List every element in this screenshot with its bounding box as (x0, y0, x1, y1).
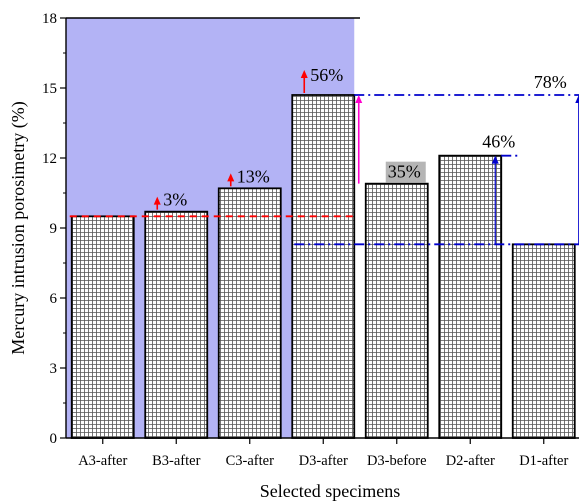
y-tick-label-12: 12 (42, 151, 57, 167)
bar-d2-after (438, 154, 503, 439)
annotation-d2-after-arrow-head (491, 155, 499, 164)
x-tick-label-d3-after: D3-after (299, 453, 348, 469)
annotation-c3-after-arrow-head (227, 173, 235, 182)
x-axis-title: Selected specimens (260, 481, 400, 501)
annotation-d3-before-highlight (385, 161, 426, 183)
x-tick-label-d2-after: D2-after (446, 453, 495, 469)
y-axis-title: Mercury intrusion porosimetry (%) (8, 101, 29, 354)
annotation-b3-after-label: 3% (163, 190, 187, 210)
y-tick-label-9: 9 (50, 221, 58, 237)
bar-d3-before (364, 182, 429, 439)
annotation-d3-before-label: 35% (388, 162, 421, 182)
annotation-d3-after-arrow-head (300, 70, 308, 78)
y-tick-label-15: 15 (42, 81, 57, 97)
annotation-d3-after-label: 56% (310, 65, 343, 85)
annotation-c3-after-label: 13% (237, 166, 270, 186)
y-tick-label-18: 18 (42, 11, 57, 27)
annotation-b3-after-arrow-head (153, 196, 161, 205)
x-tick-label-a3-after: A3-after (78, 453, 127, 469)
annotation-d1-after-arrow (575, 95, 579, 245)
bar-c3-after (217, 187, 282, 439)
bar-d1-after (511, 243, 576, 439)
annotation-d3-after-arrow (300, 70, 308, 93)
y-tick-label-0: 0 (50, 431, 58, 447)
annotation-b3-after-arrow (153, 196, 161, 210)
bar-b3-after (144, 210, 209, 439)
annotation-d1-after-arrow-head (575, 95, 579, 103)
annotation-d2-after-arrow (491, 155, 499, 245)
x-tick-label-b3-after: B3-after (152, 453, 200, 469)
y-tick-label-3: 3 (50, 361, 58, 377)
bar-a3-after (70, 215, 135, 439)
bar-d3-after (291, 94, 356, 439)
annotation-c3-after-arrow (227, 173, 235, 187)
x-tick-label-d3-before: D3-before (367, 453, 427, 469)
annotation-d3-before-arrow (355, 95, 363, 184)
annotation-d2-after-label: 46% (482, 132, 515, 152)
annotation-d1-after-label: 78% (534, 72, 567, 92)
x-tick-label-c3-after: C3-after (226, 453, 274, 469)
annotation-d3-before-arrow-head (355, 95, 363, 103)
x-tick-label-d1-after: D1-after (519, 453, 568, 469)
y-tick-label-6: 6 (50, 291, 58, 307)
